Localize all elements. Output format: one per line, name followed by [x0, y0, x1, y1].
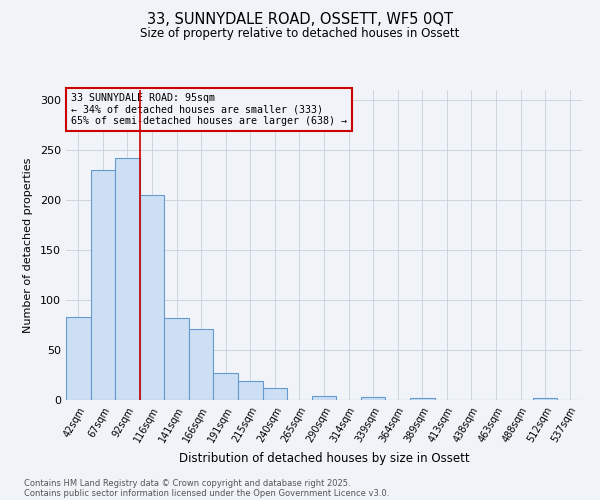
X-axis label: Distribution of detached houses by size in Ossett: Distribution of detached houses by size …	[179, 452, 469, 466]
Text: 33, SUNNYDALE ROAD, OSSETT, WF5 0QT: 33, SUNNYDALE ROAD, OSSETT, WF5 0QT	[147, 12, 453, 28]
Bar	[189, 329, 214, 400]
Bar	[91, 170, 115, 400]
Bar	[140, 195, 164, 400]
Text: 33 SUNNYDALE ROAD: 95sqm
← 34% of detached houses are smaller (333)
65% of semi-: 33 SUNNYDALE ROAD: 95sqm ← 34% of detach…	[71, 93, 347, 126]
Y-axis label: Number of detached properties: Number of detached properties	[23, 158, 33, 332]
Bar	[164, 318, 189, 400]
Bar	[361, 397, 385, 400]
Bar	[214, 373, 238, 400]
Bar	[66, 317, 91, 400]
Bar	[238, 381, 263, 400]
Text: Size of property relative to detached houses in Ossett: Size of property relative to detached ho…	[140, 28, 460, 40]
Bar	[533, 398, 557, 400]
Text: Contains public sector information licensed under the Open Government Licence v3: Contains public sector information licen…	[24, 488, 389, 498]
Bar	[312, 396, 336, 400]
Bar	[410, 398, 434, 400]
Bar	[115, 158, 140, 400]
Text: Contains HM Land Registry data © Crown copyright and database right 2025.: Contains HM Land Registry data © Crown c…	[24, 478, 350, 488]
Bar	[263, 388, 287, 400]
